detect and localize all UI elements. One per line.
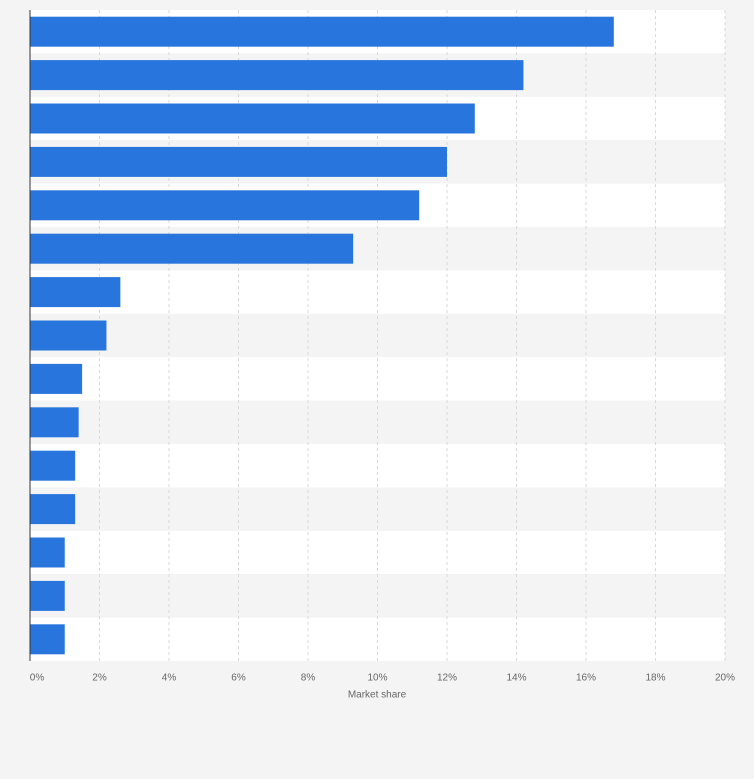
x-tick-label: 20%	[715, 673, 735, 684]
bar	[30, 146, 447, 177]
bar	[30, 190, 420, 221]
bar	[30, 407, 79, 438]
x-tick-label: 16%	[576, 673, 596, 684]
bar	[30, 363, 83, 394]
bar	[30, 277, 121, 308]
bar	[30, 580, 65, 611]
x-tick-label: 14%	[506, 673, 526, 684]
x-tick-label: 0%	[30, 673, 45, 684]
bar	[30, 233, 354, 264]
x-tick-label: 10%	[367, 673, 387, 684]
bar	[30, 16, 614, 47]
x-tick-label: 12%	[437, 673, 457, 684]
x-tick-label: 6%	[231, 673, 246, 684]
x-tick-label: 2%	[92, 673, 107, 684]
bar	[30, 320, 107, 351]
bar	[30, 494, 76, 525]
bar	[30, 450, 76, 481]
x-tick-label: 8%	[301, 673, 316, 684]
bar	[30, 60, 524, 91]
bar	[30, 103, 475, 134]
x-tick-label: 18%	[645, 673, 665, 684]
x-tick-label: 4%	[162, 673, 177, 684]
bar	[30, 624, 65, 655]
bar	[30, 537, 65, 568]
x-axis-label: Market share	[348, 690, 407, 701]
